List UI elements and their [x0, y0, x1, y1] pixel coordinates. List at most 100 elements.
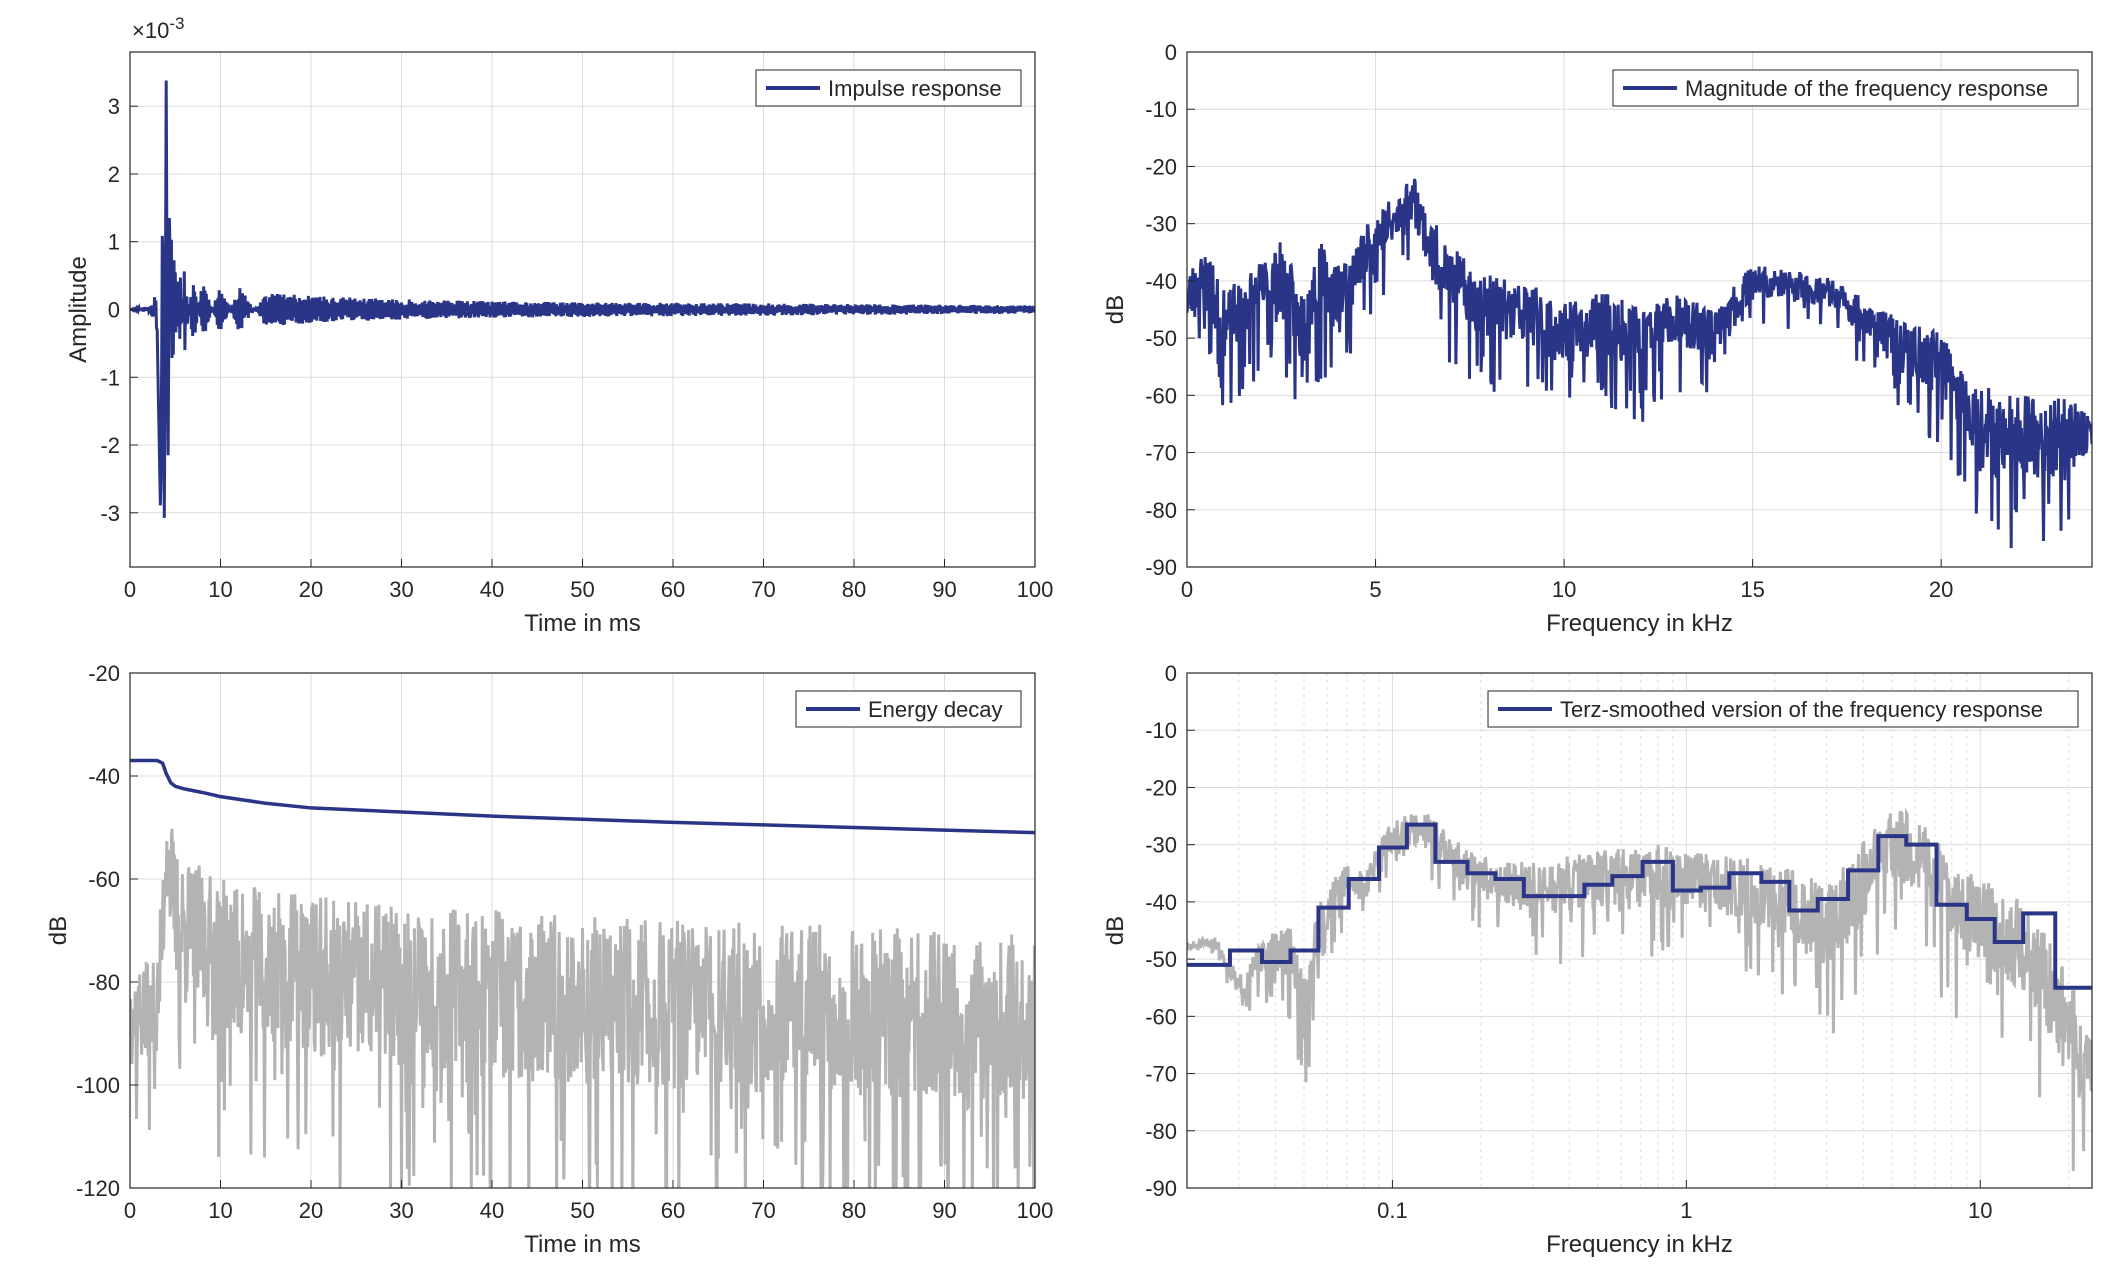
y-tick-label: -70 [1145, 441, 1177, 466]
y-tick-label: -30 [1145, 833, 1177, 858]
y-tick-label: -20 [88, 661, 120, 686]
series-line-energy-decay [130, 758, 1035, 835]
legend: Magnitude of the frequency response [1612, 69, 2079, 107]
x-axis-label: Time in ms [524, 1231, 640, 1258]
axes-box [1186, 672, 2093, 1189]
y-tick-label: -3 [100, 501, 120, 526]
chart-terz: 0.1 1 10 0 -10 -20 -30 -40 -50 -60 -70 -80 -90 Freque… [1102, 661, 2093, 1258]
x-tick-label: 40 [480, 1198, 504, 1223]
x-axis-label: Frequency in kHz [1546, 1231, 1733, 1258]
y-tick-label: -80 [88, 970, 120, 995]
y-tick-label: -80 [1145, 498, 1177, 523]
y-tick-label: -40 [1145, 269, 1177, 294]
axes-box [1186, 51, 2093, 568]
series-line-terz-smoothed [1187, 822, 2092, 990]
x-tick-label: 100 [1017, 1198, 1054, 1223]
y-tick-label: -10 [1145, 718, 1177, 743]
y-axis-label: dB [45, 916, 72, 945]
plot-lines [130, 80, 1035, 518]
y-tick-label: -60 [1145, 1004, 1177, 1029]
x-tick-label: 50 [570, 577, 594, 602]
y-tick-label: -100 [76, 1073, 120, 1098]
plot-lines [1187, 178, 2092, 549]
plot-lines [1187, 807, 2092, 1171]
x-tick-label: 10 [208, 1198, 232, 1223]
x-tick-label: 70 [751, 1198, 775, 1223]
y-tick-label: -120 [76, 1176, 120, 1201]
series-line-raw [130, 828, 1035, 1188]
y-tick-label: -50 [1145, 326, 1177, 351]
x-tick-label: 1 [1680, 1198, 1692, 1223]
y-tick-label: -20 [1145, 154, 1177, 179]
y-tick-label: -70 [1145, 1062, 1177, 1087]
x-axis-label: Time in ms [524, 610, 640, 637]
exponent-label: ×10-3 [132, 14, 184, 43]
y-tick-label: 0 [1165, 40, 1177, 65]
legend-label: Magnitude of the frequency response [1685, 76, 2048, 101]
y-tick-label: -90 [1145, 1176, 1177, 1201]
x-tick-label: 15 [1740, 577, 1764, 602]
x-tick-label: 90 [932, 577, 956, 602]
x-tick-label: 30 [389, 577, 413, 602]
x-tick-label: 0 [124, 1198, 136, 1223]
x-tick-label: 100 [1017, 577, 1054, 602]
x-tick-label: 0.1 [1377, 1198, 1408, 1223]
grid [1186, 672, 2092, 1189]
x-tick-label: 20 [299, 577, 323, 602]
series-line-magnitude-of-the-frequency-response [1187, 178, 2092, 549]
legend-label: Impulse response [828, 76, 1002, 101]
series-line-impulse-response [130, 80, 1035, 518]
legend: Impulse response [755, 69, 1022, 107]
x-tick-label: 10 [208, 577, 232, 602]
chart-impulse: 0 10 20 30 40 50 60 70 80 90 100 -3 -2 -1 0 1 2 3 ×10-3 Tim… [65, 14, 1053, 637]
y-axis-label: dB [1102, 916, 1129, 945]
y-tick-label: 0 [108, 298, 120, 323]
y-tick-label: -50 [1145, 947, 1177, 972]
x-axis-label: Frequency in kHz [1546, 610, 1733, 637]
chart-energy: 0 10 20 30 40 50 60 70 80 90 100 -20 -40 -60 -80 -100 -1… [45, 661, 1053, 1258]
x-tick-label: 0 [1181, 577, 1193, 602]
x-tick-label: 20 [299, 1198, 323, 1223]
chart-magnitude: 0 5 10 15 20 0 -10 -20 -30 -40 -50 -60 -70 -80 -90 Freq… [1102, 40, 2093, 637]
y-tick-label: 0 [1165, 661, 1177, 686]
legend-label: Energy decay [868, 697, 1003, 722]
y-tick-label: 2 [108, 162, 120, 187]
legend: Energy decay [795, 690, 1022, 728]
y-tick-label: 1 [108, 230, 120, 255]
x-tick-label: 80 [842, 1198, 866, 1223]
x-tick-label: 40 [480, 577, 504, 602]
x-tick-label: 30 [389, 1198, 413, 1223]
y-tick-label: 3 [108, 94, 120, 119]
x-tick-label: 60 [661, 577, 685, 602]
x-tick-label: 60 [661, 1198, 685, 1223]
y-tick-label: -2 [100, 433, 120, 458]
x-tick-label: 80 [842, 577, 866, 602]
y-tick-label: -90 [1145, 555, 1177, 580]
y-tick-label: -80 [1145, 1119, 1177, 1144]
x-tick-label: 70 [751, 577, 775, 602]
y-tick-label: -30 [1145, 212, 1177, 237]
y-tick-label: -10 [1145, 97, 1177, 122]
x-tick-label: 10 [1968, 1198, 1992, 1223]
y-tick-label: -40 [1145, 890, 1177, 915]
y-tick-label: -40 [88, 764, 120, 789]
legend-box [1612, 69, 2079, 107]
plot-lines [130, 758, 1035, 1188]
series-line-raw [1187, 807, 2092, 1171]
y-axis-label: Amplitude [65, 256, 92, 363]
y-tick-label: -60 [88, 867, 120, 892]
plot-area [1187, 52, 2092, 567]
x-tick-label: 10 [1552, 577, 1576, 602]
legend-box [1487, 690, 2079, 728]
x-tick-label: 20 [1929, 577, 1953, 602]
y-tick-label: -60 [1145, 383, 1177, 408]
x-tick-label: 50 [570, 1198, 594, 1223]
legend: Terz-smoothed version of the frequency r… [1487, 690, 2079, 728]
x-tick-label: 0 [124, 577, 136, 602]
y-axis-label: dB [1102, 295, 1129, 324]
legend-label: Terz-smoothed version of the frequency r… [1560, 697, 2043, 722]
x-tick-label: 90 [932, 1198, 956, 1223]
x-tick-label: 5 [1369, 577, 1381, 602]
y-tick-label: -20 [1145, 775, 1177, 800]
